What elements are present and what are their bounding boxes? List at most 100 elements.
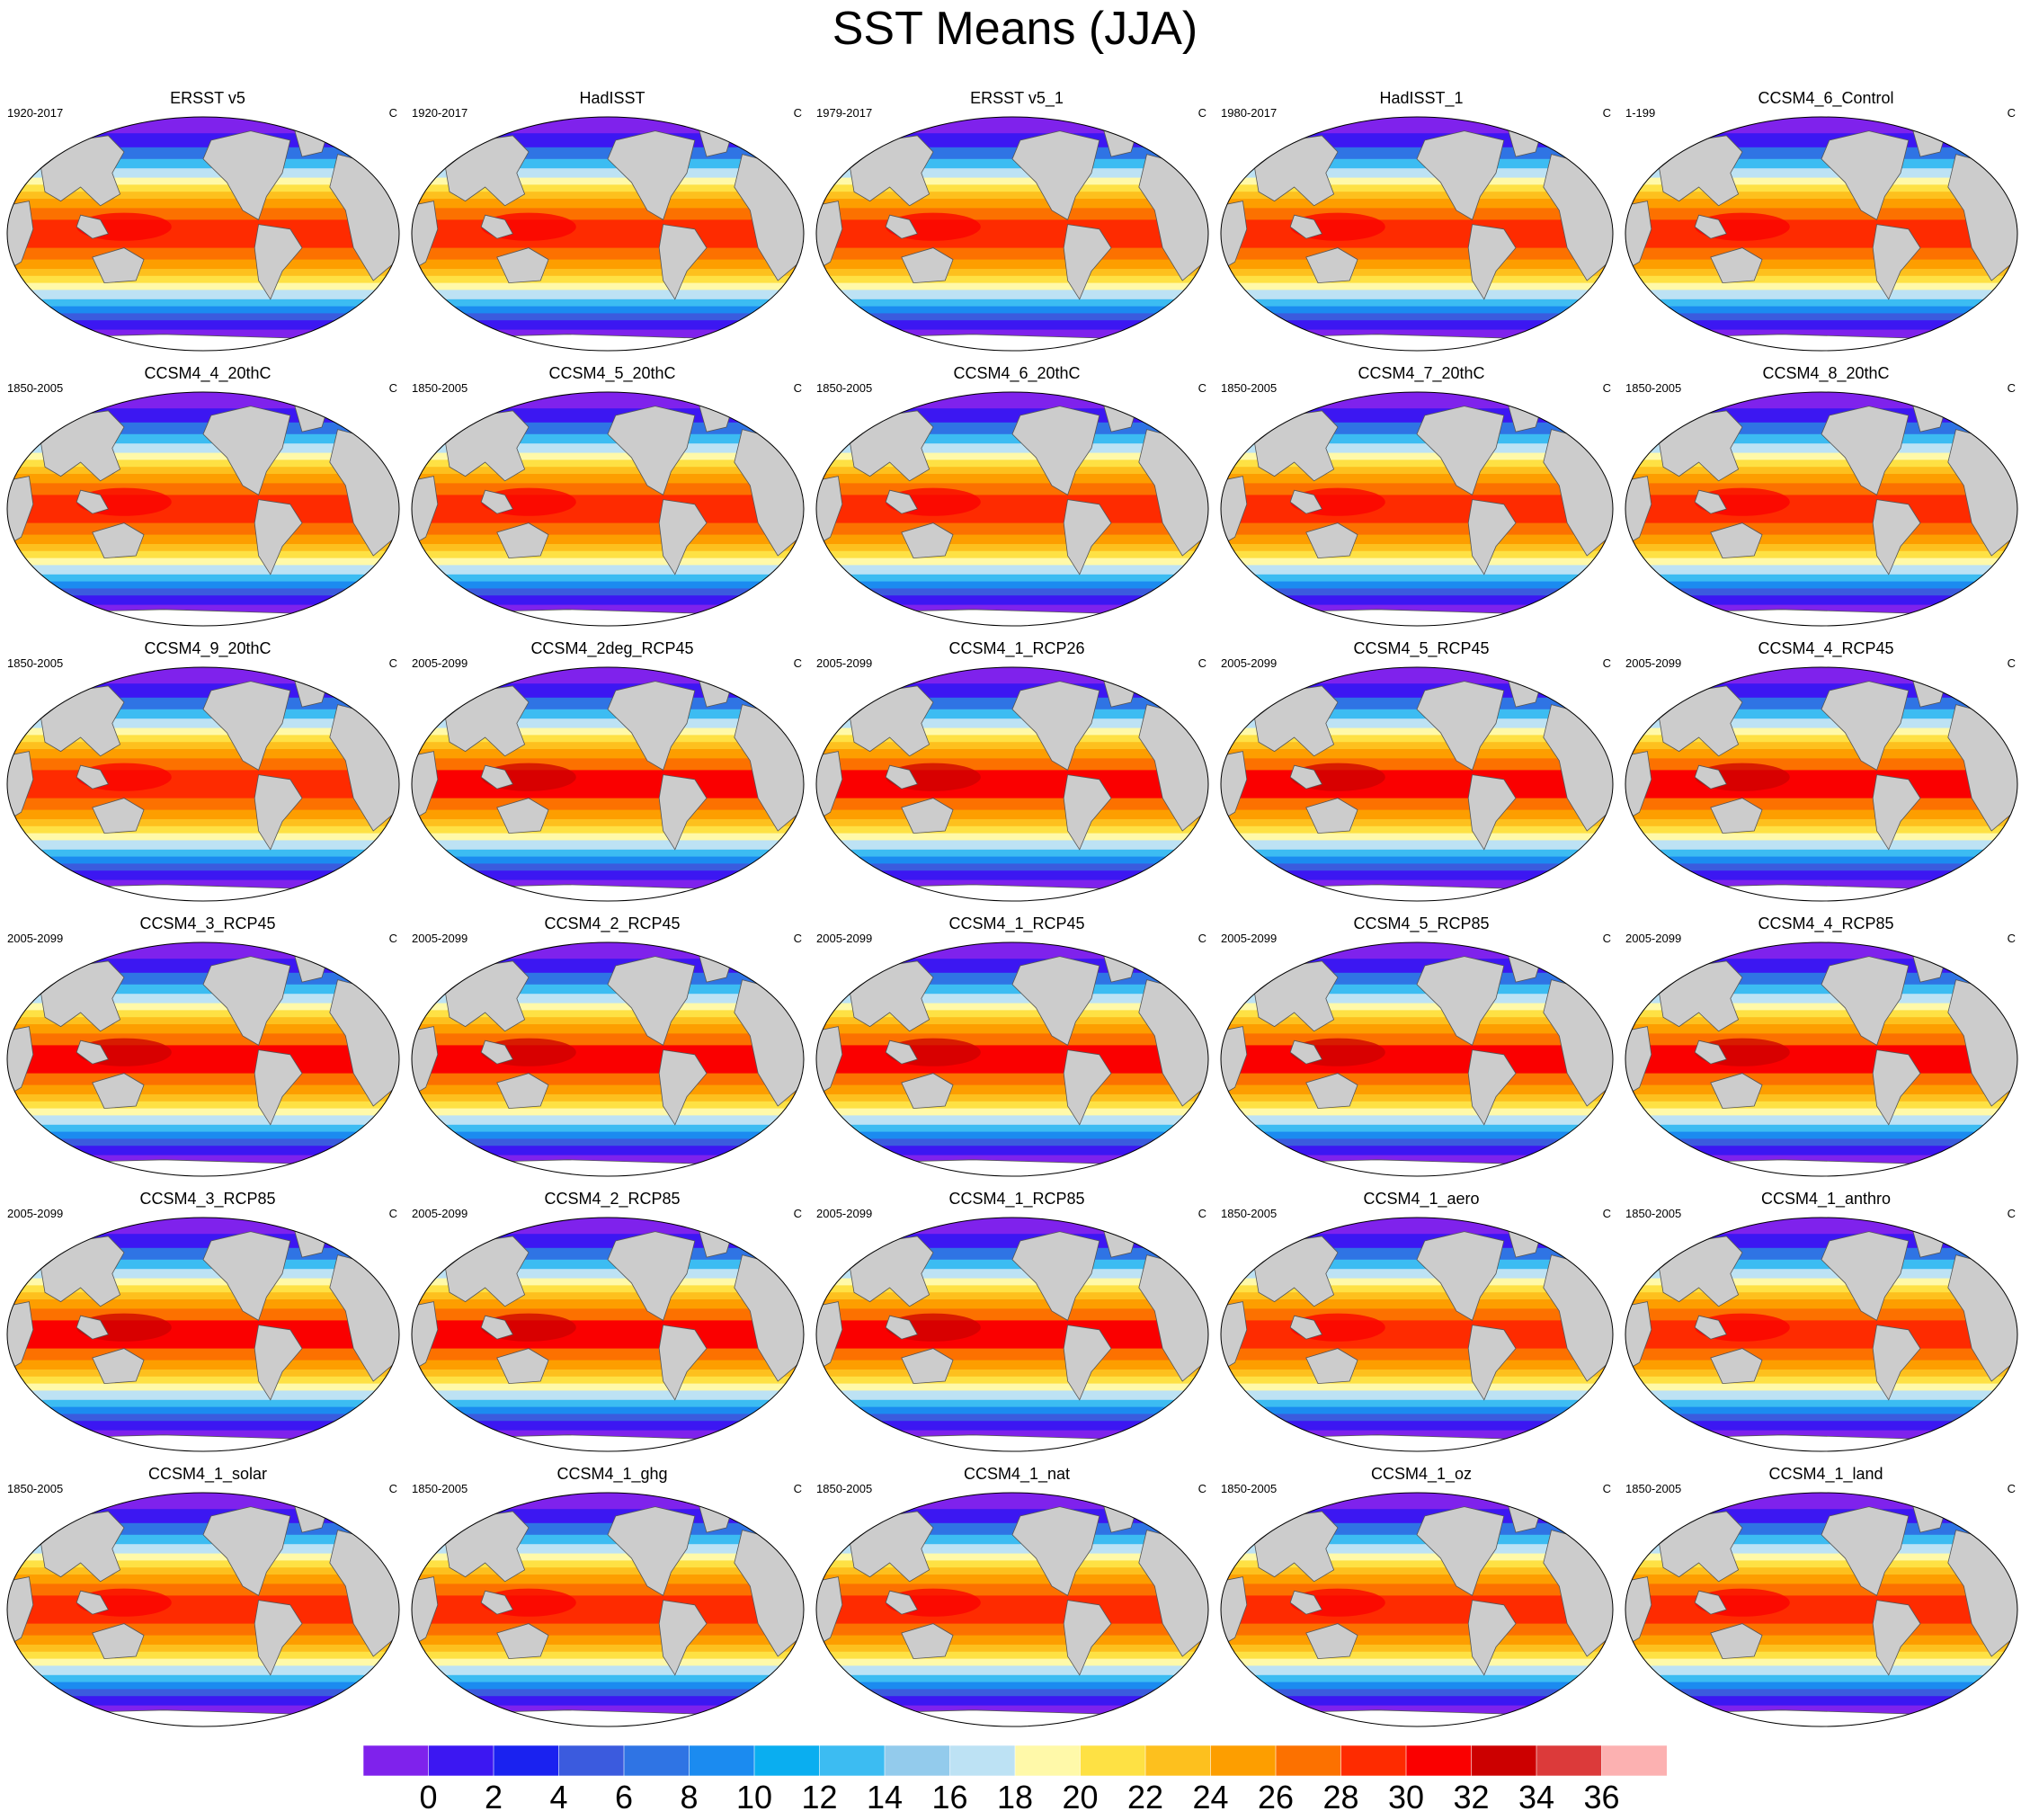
map-panel: CCSM4_4_RCP85 2005-2099 C <box>1624 914 2028 1183</box>
panel-units: C <box>1198 656 1206 670</box>
sst-band <box>1625 1674 2017 1683</box>
sst-band <box>412 259 804 270</box>
map-border <box>6 941 400 1177</box>
sst-band <box>412 574 804 583</box>
sst-band <box>1625 452 2017 460</box>
panel-years: 1850-2005 <box>816 381 873 395</box>
sst-band <box>7 709 399 719</box>
sst-band <box>1221 550 1613 559</box>
sst-band <box>412 313 804 321</box>
sst-band <box>816 1115 1208 1126</box>
sst-band <box>1221 1138 1613 1146</box>
sst-band <box>1221 565 1613 575</box>
panel-title: CCSM4_6_Control <box>1758 89 1894 107</box>
sst-band <box>816 408 1208 424</box>
sst-band <box>1625 1658 2017 1666</box>
map-panel: ERSST v5 1920-2017 C <box>5 88 410 358</box>
sst-band <box>816 184 1208 192</box>
sst-band <box>7 1131 399 1139</box>
continent-land <box>1063 224 1112 300</box>
panel-title: CCSM4_5_RCP45 <box>1353 639 1490 657</box>
sst-band <box>1221 819 1613 827</box>
sst-map <box>815 666 1209 902</box>
sst-map <box>6 941 400 1177</box>
panel-years: 2005-2099 <box>816 656 873 670</box>
sst-band <box>412 1320 804 1350</box>
map-panel: CCSM4_1_ghg 1850-2005 C <box>410 1464 815 1734</box>
sst-band <box>7 1674 399 1683</box>
continent-land <box>901 1348 954 1385</box>
sst-band <box>7 534 399 545</box>
sst-band <box>412 247 804 261</box>
sst-band <box>412 1024 804 1034</box>
sst-band <box>816 667 1208 684</box>
panel-years: 1920-2017 <box>412 106 468 120</box>
colorbar-swatch <box>623 1745 690 1776</box>
sst-band <box>7 474 399 484</box>
sst-band <box>1625 320 2017 331</box>
map-border <box>6 1217 400 1452</box>
sst-band <box>7 184 399 192</box>
continent-land <box>412 1576 439 1648</box>
panel-units: C <box>793 1482 802 1495</box>
sst-band <box>1221 1534 1613 1545</box>
sst-band <box>7 1299 399 1309</box>
map-panel: CCSM4_1_RCP26 2005-2099 C <box>815 638 1219 908</box>
sst-band <box>816 1299 1208 1309</box>
sst-band <box>412 1534 804 1545</box>
sst-band <box>7 1084 399 1095</box>
sst-band <box>7 574 399 583</box>
colorbar-tick-label: 16 <box>931 1779 968 1816</box>
panel-units: C <box>793 656 802 670</box>
sst-band <box>7 1696 399 1707</box>
continent-land <box>901 1623 954 1660</box>
sst-band <box>1625 849 2017 858</box>
sst-band <box>1625 1689 2017 1697</box>
sst-band <box>1625 1595 2017 1625</box>
panel-title: CCSM4_4_RCP45 <box>1758 639 1894 657</box>
map-panel: CCSM4_1_nat 1850-2005 C <box>815 1464 1219 1734</box>
sst-map <box>411 941 805 1177</box>
panel-title: CCSM4_4_RCP85 <box>1758 914 1894 932</box>
sst-band <box>412 709 804 719</box>
sst-band <box>1221 219 1613 249</box>
panel-units: C <box>388 381 397 395</box>
sst-band <box>1625 1567 2017 1575</box>
sst-band <box>1221 959 1613 974</box>
sst-band <box>7 742 399 750</box>
sst-band <box>1221 1509 1613 1524</box>
sst-band <box>1221 483 1613 495</box>
map-border <box>815 941 1209 1177</box>
sst-band <box>1625 117 2017 134</box>
sst-band <box>412 1084 804 1095</box>
sst-band <box>1221 667 1613 684</box>
continent-land <box>1467 1325 1517 1401</box>
sst-band <box>816 825 1208 834</box>
sst-band <box>1625 727 2017 736</box>
sst-band <box>412 1383 804 1391</box>
continent-land <box>1289 1039 1322 1065</box>
sst-band <box>1221 1299 1613 1309</box>
sst-map <box>1625 116 2018 352</box>
colorbar-swatch <box>753 1745 821 1776</box>
sst-band <box>1221 199 1613 209</box>
panel-units: C <box>388 656 397 670</box>
sst-band <box>412 483 804 495</box>
sst-band <box>7 565 399 575</box>
sst-band <box>1625 683 2017 699</box>
sst-band <box>1221 849 1613 858</box>
sst-band <box>1625 1124 2017 1133</box>
sst-band <box>816 290 1208 300</box>
continent-land <box>1416 956 1505 1046</box>
sst-band <box>412 984 804 995</box>
sst-band <box>412 522 804 536</box>
sst-band <box>1221 408 1613 424</box>
sst-band <box>412 1033 804 1046</box>
continent-land <box>254 224 303 300</box>
sst-band <box>1625 1553 2017 1561</box>
panel-years: 2005-2099 <box>412 1207 468 1220</box>
sst-band <box>1625 1003 2017 1011</box>
panel-units: C <box>1198 106 1206 120</box>
sst-band <box>1625 1285 2017 1293</box>
sst-band <box>412 133 804 148</box>
